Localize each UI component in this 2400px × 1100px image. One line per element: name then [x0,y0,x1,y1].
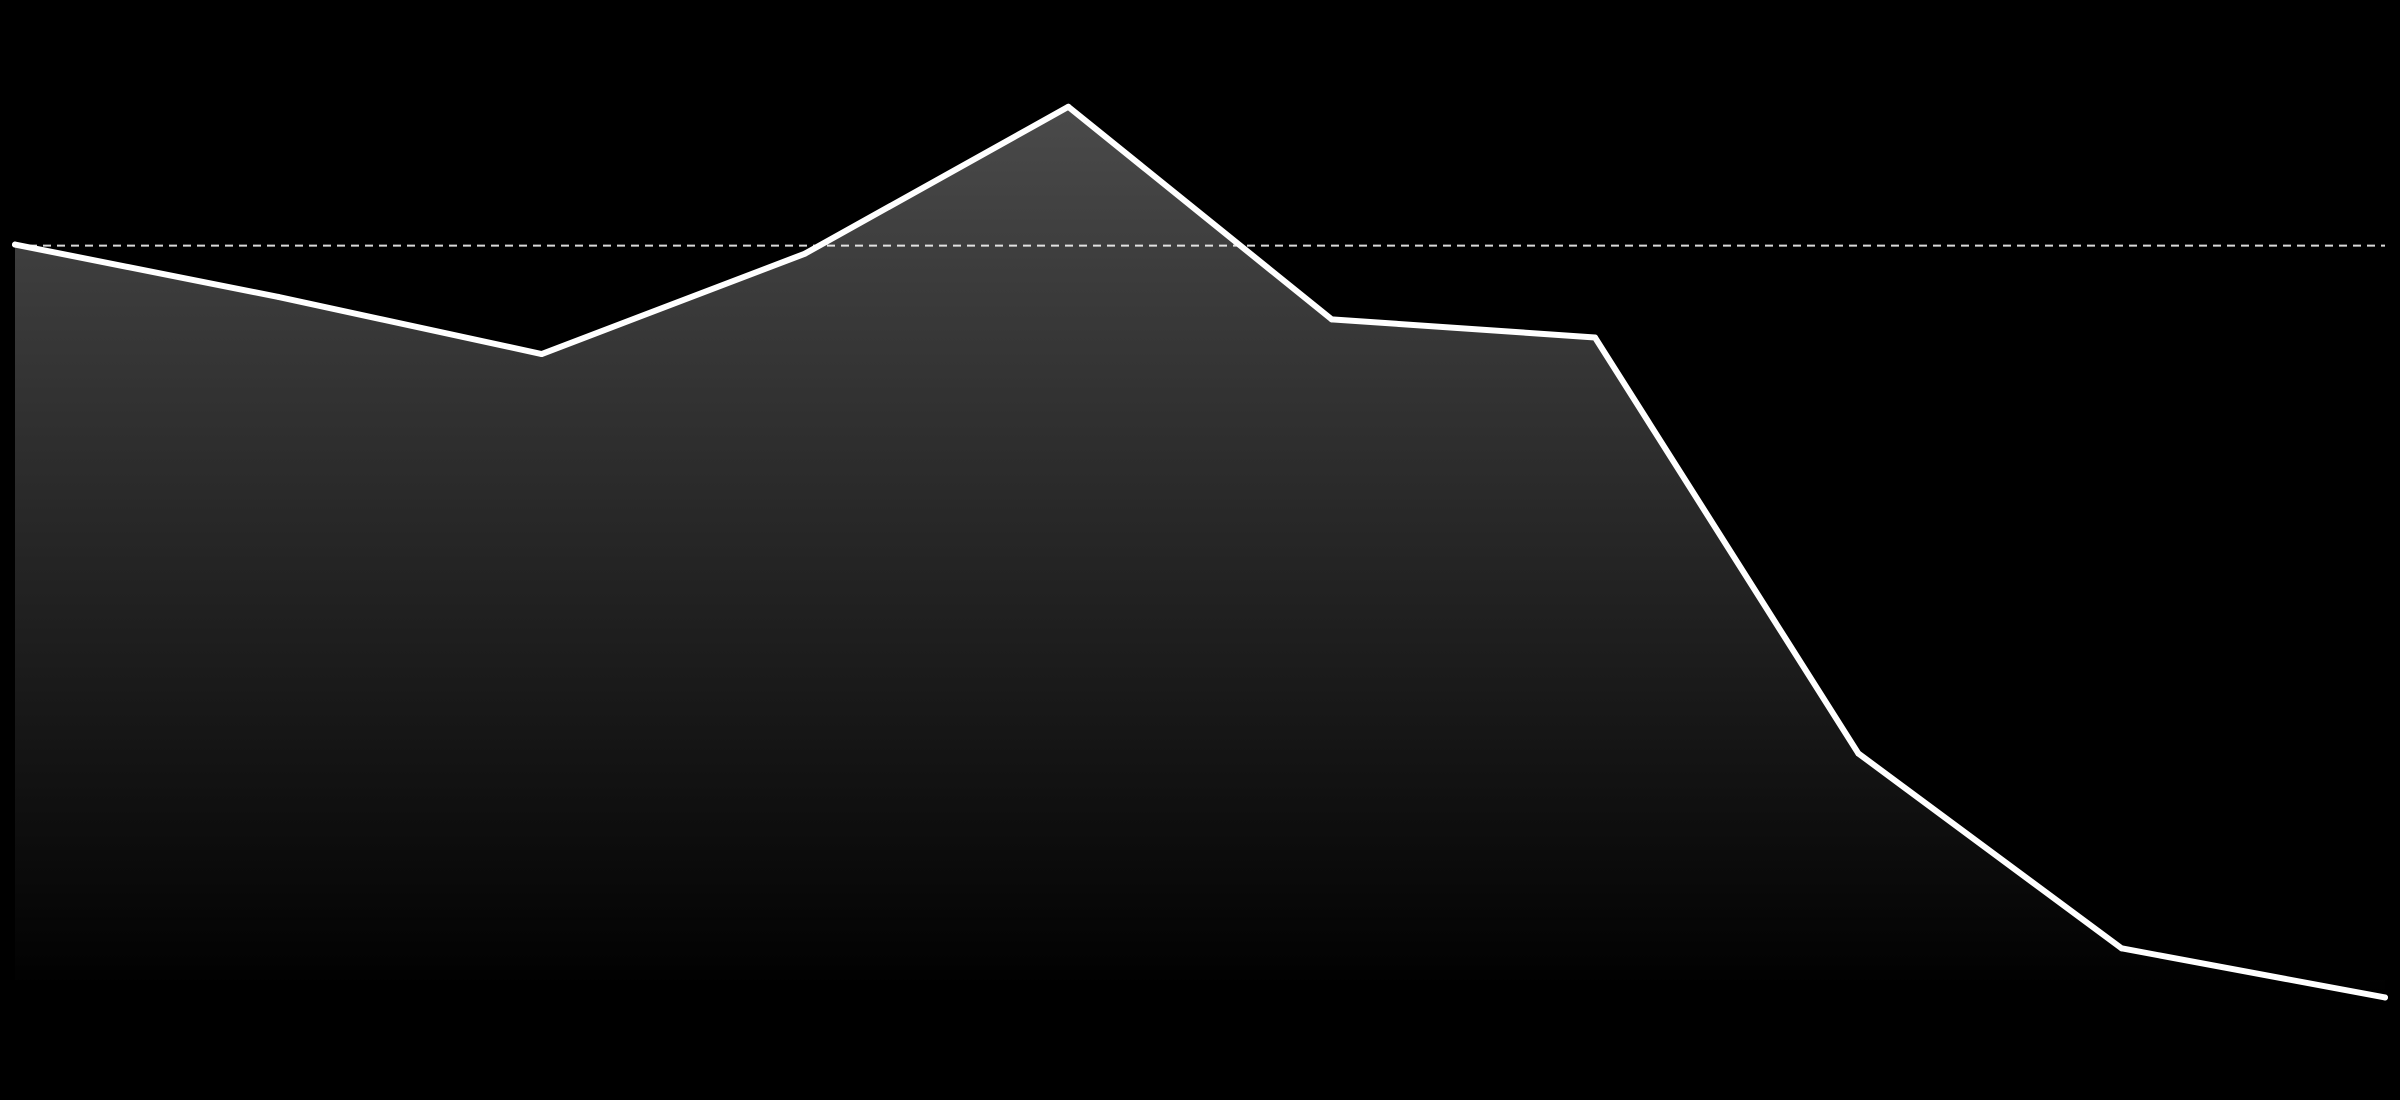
data-point-4 [1065,103,1072,110]
area-fill-layer [15,106,2385,998]
data-point-3 [802,250,808,257]
series-line [12,103,2388,1001]
area-fill [15,106,2385,998]
data-point-8 [2118,945,2125,952]
data-point-1 [275,293,282,300]
data-point-6 [1592,334,1598,341]
data-point-9 [2382,994,2388,1001]
data-point-7 [1855,750,1862,757]
data-point-2 [538,351,545,358]
series-line-layer [12,103,2388,1001]
data-point-0 [12,241,18,248]
data-point-5 [1328,316,1335,323]
